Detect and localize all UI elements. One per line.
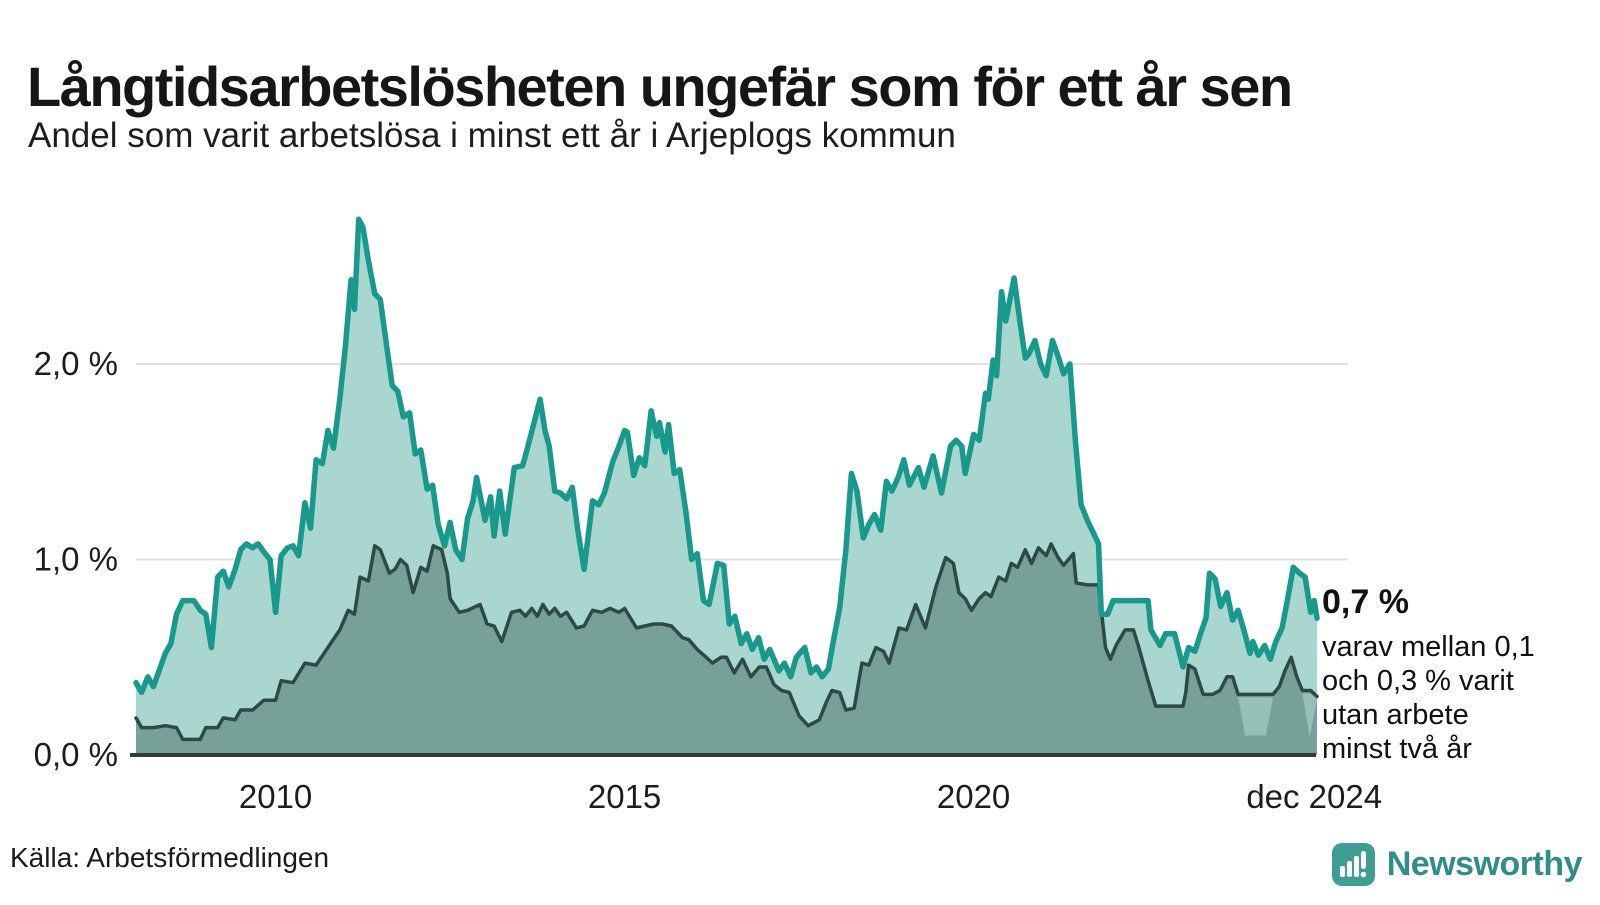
y-axis-label: 0,0 % <box>34 736 118 773</box>
newsworthy-icon <box>1331 842 1375 886</box>
annotation-line: minst två år <box>1322 733 1472 765</box>
line-at-least-two-years <box>134 542 1319 742</box>
x-axis-label: 2020 <box>937 778 1010 815</box>
annotation-line: utan arbete <box>1322 699 1469 731</box>
latest-value: 0,7 % <box>1322 583 1409 621</box>
x-axis-label: dec 2024 <box>1246 778 1382 815</box>
uncertainty-band <box>1238 697 1273 736</box>
y-axis-label: 1,0 % <box>34 541 118 578</box>
line-at-least-one-year <box>133 216 1320 696</box>
annotation-line: varav mellan 0,1 <box>1322 631 1535 663</box>
area-at-least-two-years <box>136 543 1317 755</box>
chart-subtitle: Andel som varit arbetslösa i minst ett å… <box>28 116 956 155</box>
y-axis-label: 2,0 % <box>34 345 118 382</box>
source-credit: Källa: Arbetsförmedlingen <box>10 842 330 873</box>
newsworthy-logo: Newsworthy <box>1331 840 1583 888</box>
latest-value-annotation: 0,7 % varav mellan 0,1 och 0,3 % varit u… <box>1322 583 1590 766</box>
page-title: Långtidsarbetslösheten ungefär som för e… <box>27 54 1293 118</box>
x-axis-label: 2010 <box>239 778 312 815</box>
newsworthy-wordmark: Newsworthy <box>1386 844 1583 883</box>
x-axis-label: 2015 <box>588 778 661 815</box>
uncertainty-band <box>1302 693 1317 736</box>
annotation-line: och 0,3 % varit <box>1322 665 1514 697</box>
